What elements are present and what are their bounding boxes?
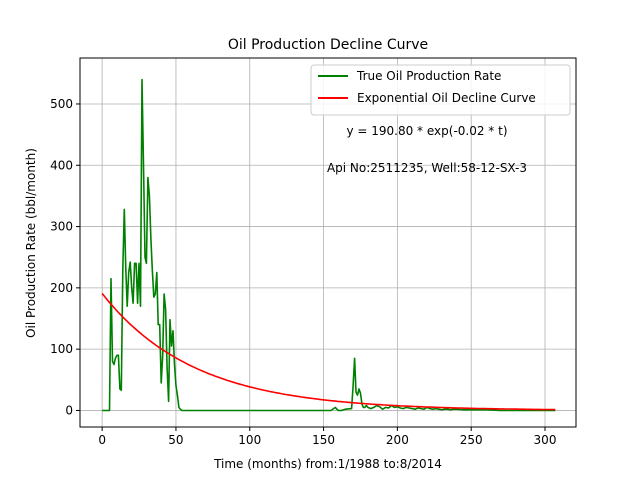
x-tick-label: 300 bbox=[534, 433, 557, 447]
y-axis-label: Oil Production Rate (bbl/month) bbox=[24, 148, 38, 338]
y-tick-label: 300 bbox=[50, 220, 73, 234]
x-tick-label: 250 bbox=[460, 433, 483, 447]
legend-label-true-rate: True Oil Production Rate bbox=[356, 69, 501, 83]
x-tick-label: 200 bbox=[386, 433, 409, 447]
y-tick-label: 100 bbox=[50, 342, 73, 356]
legend-box bbox=[310, 64, 571, 116]
well-annotation: Api No:2511235, Well:58-12-SX-3 bbox=[327, 161, 527, 175]
y-tick-label: 400 bbox=[50, 158, 73, 172]
x-tick-label: 100 bbox=[238, 433, 261, 447]
chart-title: Oil Production Decline Curve bbox=[228, 37, 428, 53]
series-layer bbox=[101, 78, 556, 412]
series-exponential-decline-curve bbox=[101, 292, 556, 411]
plot-frame bbox=[79, 57, 577, 428]
x-tick-label: 0 bbox=[98, 433, 106, 447]
x-tick-label: 150 bbox=[312, 433, 335, 447]
equation-annotation: y = 190.80 * exp(-0.02 * t) bbox=[346, 124, 507, 138]
series-true-production-rate bbox=[102, 78, 556, 412]
x-tick-label: 50 bbox=[168, 433, 183, 447]
y-tick-label: 500 bbox=[50, 97, 73, 111]
x-axis-label: Time (months) from:1/1988 to:8/2014 bbox=[213, 457, 442, 471]
y-tick-label: 0 bbox=[65, 403, 73, 417]
y-tick-label: 200 bbox=[50, 281, 73, 295]
legend-label-decline-curve: Exponential Oil Decline Curve bbox=[357, 91, 536, 105]
ticks: 0 50 100 150 200 250 300 0 100 200 300 400 500 bbox=[50, 97, 556, 447]
legend: True Oil Production Rate Exponential Oil… bbox=[310, 64, 571, 116]
